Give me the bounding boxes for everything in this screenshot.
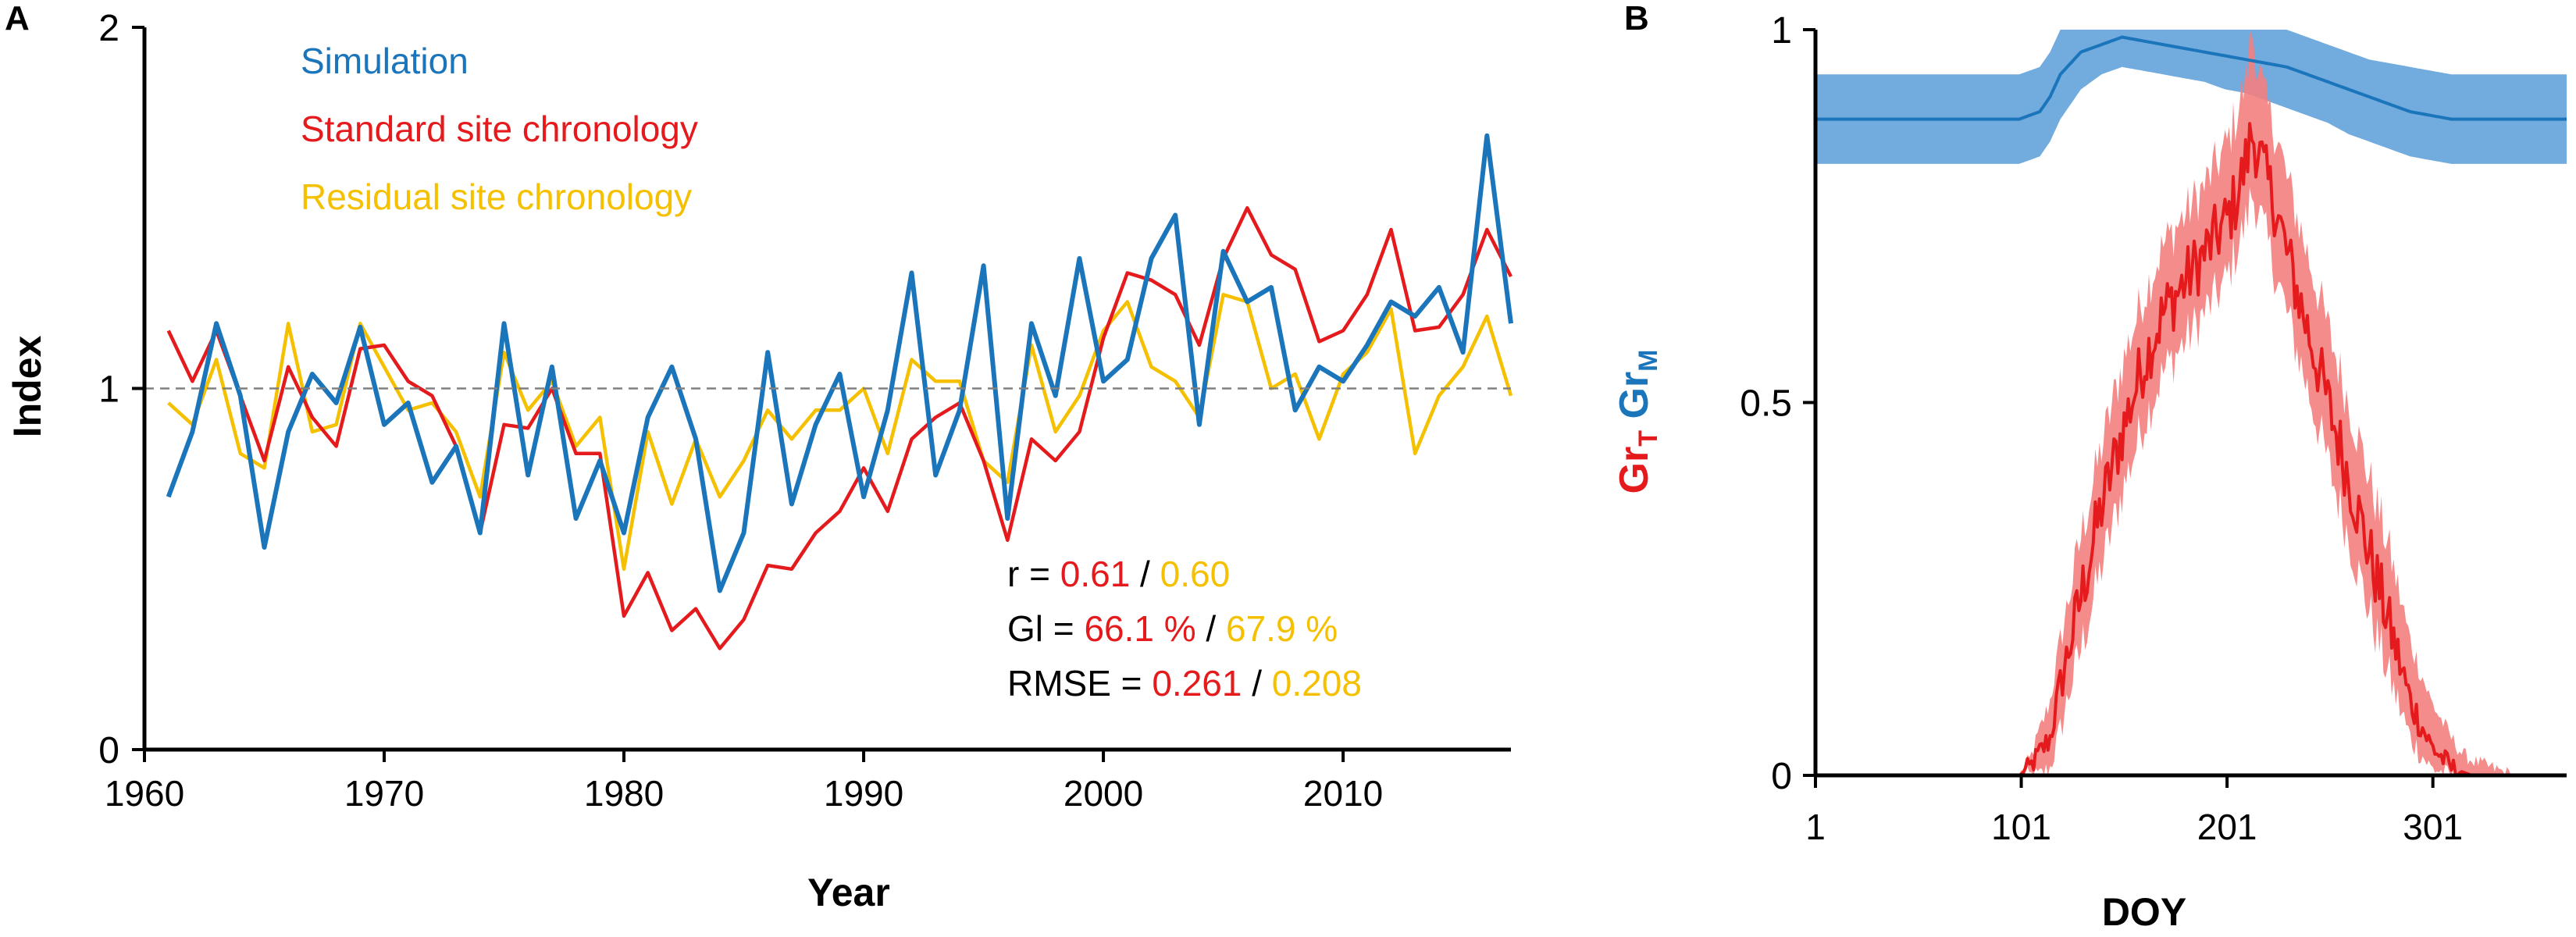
legend-simulation: Simulation [301,41,469,81]
stat-rmse-residual: 0.208 [1272,663,1362,704]
grt-label: Gr [1612,447,1657,494]
panel-a-label: A [5,0,30,37]
panel-b-y-axis-title: GrT GrM [1612,350,1663,494]
y-tick-label: 0 [98,730,119,771]
panel-a-x-ticks: 1960 1970 1980 1990 2000 2010 [105,750,1383,814]
panel-b-label: B [1624,0,1649,37]
series-line-standard-site-chronology [166,206,1513,650]
panel-b-x-ticks: 1 101 201 301 [1805,775,2463,847]
x-tick-label: 2010 [1303,773,1383,814]
panel-a-series-group [166,133,1513,650]
stat-rmse-prefix: RMSE = [1007,663,1152,704]
legend-standard: Standard site chronology [301,109,698,149]
band-grm [1815,30,2567,164]
y-tick-label: 2 [98,8,119,49]
grm-label: Gr [1612,372,1657,430]
stat-rmse-standard: 0.261 [1152,663,1242,704]
panel-b-bands-group [1815,30,2567,776]
legend-residual: Residual site chronology [301,176,692,217]
stat-r-residual: 0.60 [1160,554,1231,594]
x-tick-label: 1980 [584,773,664,814]
grm-subscript: M [1634,350,1663,372]
panel-b-y-ticks: 00.51 [1740,10,1815,797]
panel-a-y-ticks: 0 1 2 [98,8,144,771]
y-tick-label: 0 [1771,756,1792,797]
y-tick-label: 1 [1771,10,1792,52]
grt-subscript: T [1634,430,1663,447]
stat-rmse-sep: / [1242,663,1271,704]
stat-gl-residual: 67.9 % [1226,608,1338,649]
stat-r-prefix: r = [1007,554,1060,594]
x-tick-label: 1970 [344,773,424,814]
mean-line-grm [1815,35,2567,121]
stat-r: r = 0.61 / 0.60 [1007,554,1230,594]
panel-a-y-axis-title: Index [5,336,49,438]
stat-gl-prefix: Gl = [1007,608,1084,649]
y-tick-label: 0.5 [1740,383,1792,425]
series-line-residual-site-chronology [167,293,1513,572]
panel-b-chart: 00.51 1 101 201 301 DOY GrT GrM [1612,10,2567,934]
panel-b-x-axis-title: DOY [2102,890,2186,934]
x-tick-label: 2000 [1064,773,1143,814]
stat-r-standard: 0.61 [1060,554,1131,594]
x-tick-label: 301 [2403,807,2463,847]
x-tick-label: 1 [1805,807,1826,847]
panel-a-x-axis-title: Year [807,871,890,914]
x-tick-label: 1990 [824,773,903,814]
stat-gl-standard: 66.1 % [1084,608,1195,649]
series-line-simulation [166,133,1513,593]
y-tick-label: 1 [98,369,119,411]
x-tick-label: 101 [1991,807,2051,847]
stat-r-sep: / [1130,554,1160,594]
stat-gl-sep: / [1196,608,1226,649]
x-tick-label: 201 [2197,807,2257,847]
stat-rmse: RMSE = 0.261 / 0.208 [1007,663,1362,704]
panel-a-chart: 012 1960 1970 1980 1990 2000 2010 Year Index … [5,8,1513,914]
x-tick-label: 1960 [105,773,184,814]
stat-gl: Gl = 66.1 % / 67.9 % [1007,608,1338,649]
